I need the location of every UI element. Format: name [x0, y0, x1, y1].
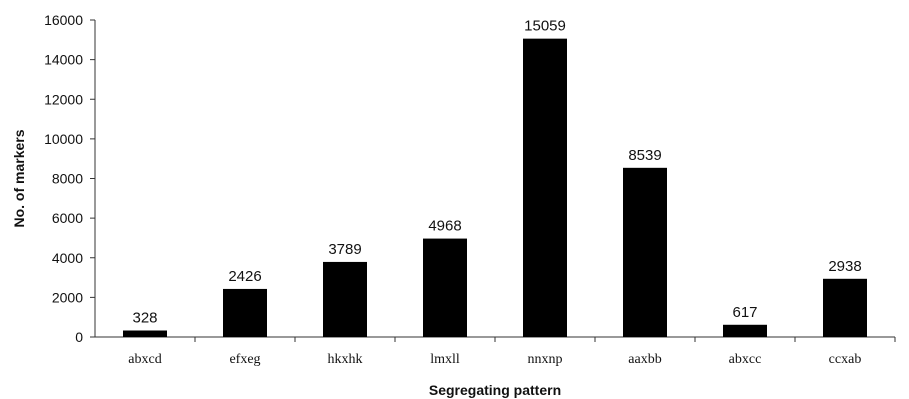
x-tick-label-hkxhk: hkxhk [328, 352, 363, 367]
x-axis-title: Segregating pattern [429, 382, 561, 398]
x-tick-label-nnxnp: nnxnp [528, 352, 563, 367]
data-label-abxcc: 617 [732, 304, 757, 321]
data-label-aaxbb: 8539 [628, 147, 661, 164]
bar-abxcc [723, 324, 767, 337]
y-tick-label: 12000 [44, 91, 83, 107]
data-label-efxeg: 2426 [228, 268, 261, 285]
x-tick-label-abxcc: abxcc [729, 352, 762, 367]
data-label-hkxhk: 3789 [328, 241, 361, 258]
bar-ccxab [823, 278, 867, 337]
x-tick-label-ccxab: ccxab [829, 352, 862, 367]
data-label-lmxll: 4968 [428, 218, 461, 235]
y-tick-label: 10000 [44, 131, 83, 147]
y-tick-label: 6000 [52, 210, 83, 226]
x-tick-label-abxcd: abxcd [128, 352, 161, 367]
y-tick-label: 16000 [44, 12, 83, 28]
bar-abxcd [123, 330, 167, 337]
data-label-nnxnp: 15059 [524, 18, 566, 35]
y-tick-label: 0 [75, 329, 83, 345]
bar-hkxhk [323, 261, 367, 337]
y-tick-label: 2000 [52, 289, 83, 305]
bars: 328 2426 3789 4968 15059 8539 617 2938 [123, 18, 867, 338]
x-axis-ticks: abxcd efxeg hkxhk lmxll nnxnp aaxbb abxcc ccxab [128, 337, 896, 367]
bar-nnxnp [523, 38, 567, 338]
bar-efxeg [223, 288, 267, 337]
y-tick-label: 14000 [44, 52, 83, 68]
data-label-ccxab: 2938 [828, 258, 861, 275]
y-axis-ticks: 0 2000 4000 6000 8000 10000 12000 14000 16000 [44, 12, 95, 345]
y-tick-label: 8000 [52, 171, 83, 187]
x-tick-label-aaxbb: aaxbb [628, 352, 661, 367]
x-tick-label-lmxll: lmxll [430, 352, 460, 367]
y-axis-title: No. of markers [11, 129, 27, 227]
data-label-abxcd: 328 [132, 310, 157, 327]
y-tick-label: 4000 [52, 250, 83, 266]
x-tick-label-efxeg: efxeg [229, 352, 260, 367]
bar-lmxll [423, 238, 467, 337]
bar-aaxbb [623, 167, 667, 337]
